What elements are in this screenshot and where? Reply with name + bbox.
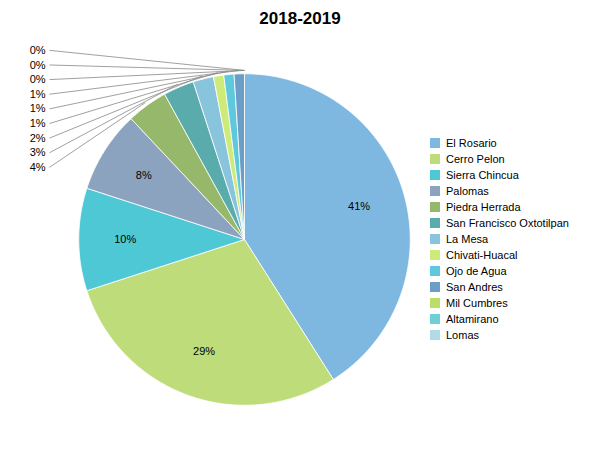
svg-text:2%: 2% [30, 132, 46, 144]
html-text:Cerro Pelon: Cerro Pelon [446, 153, 505, 165]
html-text:Mil Cumbres: Mil Cumbres [446, 297, 508, 309]
svg-text:1%: 1% [30, 117, 46, 129]
svg-text:29%: 29% [193, 345, 215, 357]
svg-text:8%: 8% [136, 169, 152, 181]
svg-text:0%: 0% [30, 58, 46, 70]
svg-text:0%: 0% [30, 73, 46, 85]
html-text:Altamirano: Altamirano [446, 313, 499, 325]
html-text:Chivati-Huacal: Chivati-Huacal [446, 249, 518, 261]
svg-text:41%: 41% [348, 200, 370, 212]
html-text:El Rosario: El Rosario [446, 137, 497, 149]
html-text:Palomas: Palomas [446, 185, 489, 197]
html-text:Ojo de Agua: Ojo de Agua [446, 265, 507, 277]
svg-text:0%: 0% [30, 44, 46, 56]
html-text:San Francisco Oxtotilpan: San Francisco Oxtotilpan [446, 217, 569, 229]
svg-text:10%: 10% [114, 233, 136, 245]
svg-text:1%: 1% [30, 102, 46, 114]
html-text:Piedra Herrada: Piedra Herrada [446, 201, 521, 213]
svg-text:4%: 4% [30, 161, 46, 173]
svg-text:3%: 3% [30, 146, 46, 158]
svg-text:1%: 1% [30, 88, 46, 100]
html-text:La Mesa: La Mesa [446, 233, 489, 245]
html-text:San Andres: San Andres [446, 281, 503, 293]
html-text:2018-2019: 2018-2019 [259, 9, 341, 28]
html-text:Sierra Chincua: Sierra Chincua [446, 169, 519, 181]
html-text:Lomas: Lomas [446, 329, 479, 341]
